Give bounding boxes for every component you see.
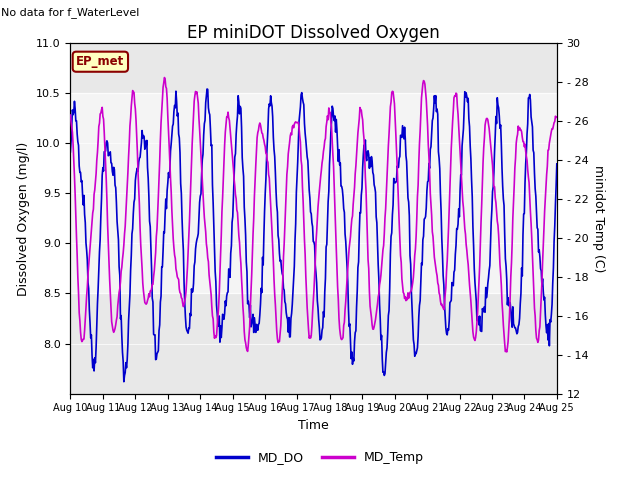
Y-axis label: Dissolved Oxygen (mg/l): Dissolved Oxygen (mg/l) — [17, 141, 31, 296]
Title: EP miniDOT Dissolved Oxygen: EP miniDOT Dissolved Oxygen — [188, 24, 440, 42]
Text: EP_met: EP_met — [76, 55, 125, 68]
Legend: MD_DO, MD_Temp: MD_DO, MD_Temp — [211, 446, 429, 469]
Bar — [70, 93, 557, 293]
Text: No data for f_WaterLevel: No data for f_WaterLevel — [1, 7, 140, 18]
X-axis label: Time: Time — [298, 419, 329, 432]
Y-axis label: minidot Temp (C): minidot Temp (C) — [592, 165, 605, 272]
